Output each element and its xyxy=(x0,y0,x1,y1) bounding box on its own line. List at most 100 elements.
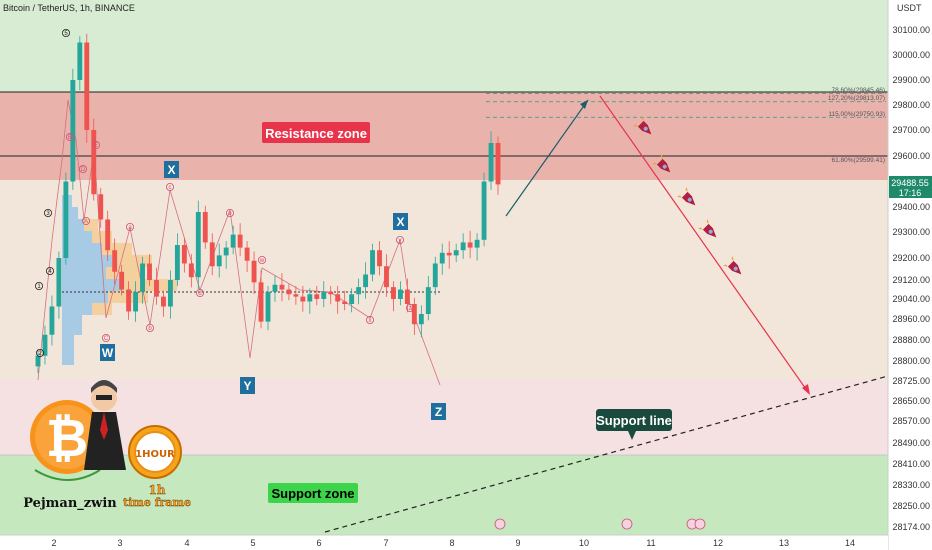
svg-text:Z: Z xyxy=(435,405,442,419)
price-tick-1: 30000.00 xyxy=(892,50,930,60)
sub-wave-11: b xyxy=(145,323,154,332)
author-label: Pejman_zwin xyxy=(23,496,117,511)
time-tick-5: 7 xyxy=(383,538,388,548)
candle-body-59 xyxy=(446,252,452,256)
candle-body-44 xyxy=(342,301,348,304)
time-tick-2: 4 xyxy=(184,538,189,548)
time-tick-1: 3 xyxy=(117,538,122,548)
time-tick-11: 13 xyxy=(779,538,789,548)
candle-body-47 xyxy=(363,274,369,288)
currency-label: USDT xyxy=(897,3,922,13)
candle-body-40 xyxy=(314,294,320,299)
svg-text:2: 2 xyxy=(38,351,42,357)
price-axis-ticks: 30100.00 30000.00 29900.00 29800.00 29700.00… xyxy=(892,25,930,532)
candle-body-49 xyxy=(377,250,382,267)
candle-body-58 xyxy=(439,252,445,264)
one-hour-badge-text: 1HOUR xyxy=(135,449,175,460)
candle-body-31 xyxy=(251,260,257,283)
candle-body-61 xyxy=(460,242,466,251)
candle-body-6 xyxy=(77,42,83,80)
svg-text:y: y xyxy=(399,238,402,244)
fib-label-3: 61.80%(29599.41) xyxy=(832,157,886,164)
candle-body-64 xyxy=(481,181,487,240)
candle-body-46 xyxy=(356,287,362,295)
sub-wave-14: e xyxy=(225,208,234,217)
fib-levels: 78.60%(29845.46)127.20%(29813.07) 115.00%… xyxy=(486,87,886,164)
timeframe-line1: 1h xyxy=(148,483,165,497)
candle-body-16 xyxy=(147,263,152,280)
candle-body-63 xyxy=(474,239,480,248)
last-price: 29488.55 xyxy=(891,178,929,188)
time-tick-7: 9 xyxy=(515,538,520,548)
sub-wave-8: D xyxy=(79,164,88,173)
candle-body-8 xyxy=(91,130,97,195)
candle-body-48 xyxy=(370,250,375,275)
price-tick-12: 28880.00 xyxy=(892,335,930,345)
sub-wave-12: c xyxy=(165,182,174,191)
event-icons xyxy=(494,518,706,530)
candle-body-10 xyxy=(105,219,111,251)
candle-body-22 xyxy=(188,263,194,278)
svg-text:w: w xyxy=(259,258,265,264)
svg-text:3: 3 xyxy=(46,211,50,217)
sub-wave-13: d xyxy=(195,288,204,297)
time-tick-0: 2 xyxy=(51,538,56,548)
svg-text:C: C xyxy=(104,336,109,342)
candle-body-21 xyxy=(181,245,187,264)
fib-label-0: 78.60%(29845.46) xyxy=(832,87,886,94)
projection-down-arrow xyxy=(599,95,809,393)
candle-body-41 xyxy=(321,291,327,299)
support-zone-label-box: Support zone xyxy=(268,483,358,503)
countdown: 17:16 xyxy=(899,188,922,198)
sub-wave-3: 4 xyxy=(46,266,55,275)
candle-body-7 xyxy=(84,42,90,130)
candle-body-26 xyxy=(216,255,222,267)
candle-body-33 xyxy=(265,291,271,322)
price-tick-19: 28330.00 xyxy=(892,480,930,490)
price-tick-7: 29300.00 xyxy=(892,227,930,237)
sub-wave-10: a xyxy=(126,222,135,231)
one-hour-badge: 1HOUR xyxy=(128,425,182,479)
svg-text:D: D xyxy=(81,167,86,173)
sub-wave-6: B xyxy=(66,132,75,141)
candle-body-18 xyxy=(161,296,166,307)
price-tick-18: 28410.00 xyxy=(892,459,930,469)
candle-body-29 xyxy=(237,234,243,248)
svg-text:E: E xyxy=(94,143,98,149)
svg-text:e: e xyxy=(228,211,232,217)
candle-body-55 xyxy=(418,314,424,325)
time-tick-4: 6 xyxy=(316,538,321,548)
upper-green-background xyxy=(0,0,888,92)
fib-label-2: 115.00%(29750.93) xyxy=(828,111,885,118)
time-tick-3: 5 xyxy=(250,538,255,548)
candle-body-57 xyxy=(432,263,438,288)
price-tick-0: 30100.00 xyxy=(892,25,930,35)
candle-body-54 xyxy=(411,304,417,325)
time-tick-9: 11 xyxy=(646,538,655,548)
svg-text:W: W xyxy=(102,346,114,360)
sub-wave-2: 3 xyxy=(44,208,53,217)
candle-body-37 xyxy=(293,294,299,297)
price-tick-9: 29120.00 xyxy=(892,275,930,285)
candle-body-3 xyxy=(56,258,62,307)
price-tick-21: 28174.00 xyxy=(892,522,930,532)
sub-wave-15: w xyxy=(257,255,266,264)
wave-label-y: Y xyxy=(240,377,255,394)
price-tick-11: 28960.00 xyxy=(892,314,930,324)
resistance-zone-label-box: Resistance zone xyxy=(262,122,370,143)
price-tick-14: 28725.00 xyxy=(892,376,930,386)
sub-wave-16: x xyxy=(365,315,374,324)
price-tick-16: 28570.00 xyxy=(892,416,930,426)
time-tick-12: 14 xyxy=(845,538,855,548)
price-tick-3: 29800.00 xyxy=(892,100,930,110)
wave-path xyxy=(37,99,441,386)
svg-text:X: X xyxy=(396,215,404,229)
sub-wave-4: 5 xyxy=(62,28,71,37)
candle-body-65 xyxy=(488,143,494,182)
projection-down-arrowhead xyxy=(802,384,810,395)
bitcoin-logo: ₿ xyxy=(30,400,104,481)
candle-body-66 xyxy=(495,143,501,185)
svg-text:B: B xyxy=(68,135,72,141)
svg-text:1: 1 xyxy=(37,284,41,290)
